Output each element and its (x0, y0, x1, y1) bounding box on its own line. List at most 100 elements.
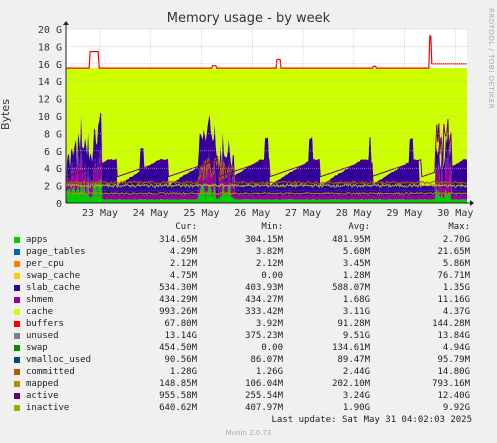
legend-cur: 640.62M (159, 403, 197, 413)
y-tick-label: 14 G (38, 77, 62, 88)
legend-cur: 148.85M (159, 379, 197, 389)
legend-avg: 1.90G (342, 403, 370, 413)
legend-min: 304.15M (245, 235, 283, 245)
legend-min: 3.82M (255, 247, 283, 257)
y-tick-label: 10 G (38, 112, 62, 123)
legend-swatch (14, 309, 20, 315)
x-axis-arrow (470, 200, 474, 206)
committed-line (65, 156, 468, 186)
legend-row-inactive: inactive 640.62M 407.97M 1.90G 9.92G (0, 403, 497, 415)
legend-max: 11.16G (437, 295, 470, 305)
legend-cur: 4.75M (169, 271, 197, 281)
legend-row-committed: committed 1.28G 1.26G 2.44G 14.80G (0, 367, 497, 379)
legend-max: 9.92G (442, 403, 470, 413)
cache-area (66, 113, 467, 192)
legend-avg: 89.47M (337, 355, 370, 365)
legend-max: 76.71M (437, 271, 470, 281)
legend-min: 0.00 (261, 343, 283, 353)
y-tick-label: 16 G (38, 60, 62, 71)
legend-min: 106.04M (245, 379, 283, 389)
legend-row-unused: unused 13.14G 375.23M 9.51G 13.84G (0, 331, 497, 343)
legend-row-swap-cache: swap_cache 4.75M 0.00 1.28M 76.71M (0, 271, 497, 283)
legend-name: swap_cache (26, 271, 81, 281)
legend-min: 1.26G (255, 367, 283, 377)
y-axis-arrow (63, 21, 69, 25)
last-update: Last update: Sat May 31 04:02:03 2025 (271, 415, 472, 425)
legend-avg: 91.28M (337, 319, 370, 329)
swap-line (66, 35, 467, 69)
legend-name: active (26, 391, 59, 401)
legend-swatch (14, 381, 20, 387)
legend-min: 255.54M (245, 391, 283, 401)
legend-swatch (14, 273, 20, 279)
x-tick-label: 23 May (82, 208, 118, 219)
legend-swatch (14, 333, 20, 339)
legend-swatch (14, 261, 20, 267)
legend-swatch (14, 393, 20, 399)
legend-max: 4.37G (442, 307, 470, 317)
header-max: Max: (448, 222, 470, 232)
legend-min: 434.27M (245, 295, 283, 305)
legend-swatch (14, 321, 20, 327)
apps-area (66, 178, 467, 203)
legend-name: page_tables (26, 247, 86, 257)
legend-avg: 481.95M (332, 235, 370, 245)
legend-max: 1.35G (442, 283, 470, 293)
legend-avg: 1.68G (342, 295, 370, 305)
legend-avg: 1.28M (342, 271, 370, 281)
legend-row-apps: apps 314.65M 304.15M 481.95M 2.70G (0, 235, 497, 247)
legend-min: 333.42M (245, 307, 283, 317)
legend-max: 14.80G (437, 367, 470, 377)
y-tick-label: 8 G (44, 129, 62, 140)
legend-cur: 434.29M (159, 295, 197, 305)
x-tick-label: 26 May (234, 208, 270, 219)
legend-cur: 4.29M (169, 247, 197, 257)
legend-cur: 955.58M (159, 391, 197, 401)
legend-name: buffers (26, 319, 64, 329)
legend-swatch (14, 357, 20, 363)
legend-header: Cur: Min: Avg: Max: (0, 222, 497, 234)
legend-swatch (14, 405, 20, 411)
legend-max: 144.28M (432, 319, 470, 329)
legend-cur: 993.26M (159, 307, 197, 317)
header-avg: Avg: (348, 222, 370, 232)
legend-cur: 2.12M (169, 259, 197, 269)
legend-swatch (14, 345, 20, 351)
legend-row-swap: swap 454.50M 0.00 134.61M 4.94G (0, 343, 497, 355)
legend-name: cache (26, 307, 54, 317)
legend-max: 95.79M (437, 355, 470, 365)
slab-cache-area (66, 146, 467, 197)
header-min: Min: (261, 222, 283, 232)
legend-avg: 9.51G (342, 331, 370, 341)
legend-avg: 588.07M (332, 283, 370, 293)
legend-swatch (14, 285, 20, 291)
legend-row-buffers: buffers 67.80M 3.92M 91.28M 144.28M (0, 319, 497, 331)
legend-max: 13.84G (437, 331, 470, 341)
y-tick-label: 12 G (38, 95, 62, 106)
y-tick-label: 6 G (44, 147, 62, 158)
legend-avg: 3.45M (342, 259, 370, 269)
y-tick-label: 18 G (38, 42, 62, 53)
legend-row-cache: cache 993.26M 333.42M 3.11G 4.37G (0, 307, 497, 319)
legend-name: apps (26, 235, 48, 245)
legend-name: unused (26, 331, 59, 341)
legend-swatch (14, 237, 20, 243)
legend-avg: 3.11G (342, 307, 370, 317)
legend-min: 407.97M (245, 403, 283, 413)
legend-cur: 454.50M (159, 343, 197, 353)
legend-row-page-tables: page_tables 4.29M 3.82M 5.60M 21.65M (0, 247, 497, 259)
legend-max: 793.16M (432, 379, 470, 389)
legend-min: 86.07M (250, 355, 283, 365)
y-tick-label: 2 G (44, 182, 62, 193)
legend-avg: 2.44G (342, 367, 370, 377)
legend-max: 12.40G (437, 391, 470, 401)
legend-name: swap (26, 343, 48, 353)
legend-name: committed (26, 367, 75, 377)
legend-name: mapped (26, 379, 59, 389)
legend-cur: 1.28G (169, 367, 197, 377)
legend-name: vmalloc_used (26, 355, 92, 365)
x-tick-label: 29 May (386, 208, 422, 219)
x-tick-label: 24 May (133, 208, 169, 219)
legend-max: 2.70G (442, 235, 470, 245)
